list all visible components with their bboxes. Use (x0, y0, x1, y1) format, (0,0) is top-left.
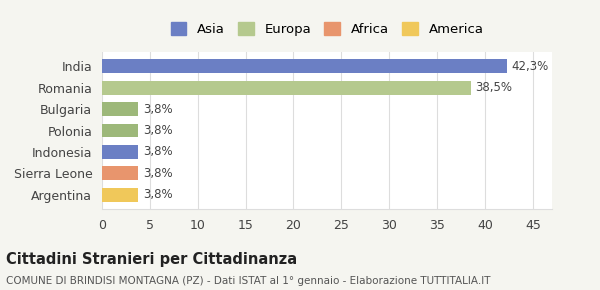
Bar (102, 188, 139, 202)
Text: Cittadini Stranieri per Cittadinanza: Cittadini Stranieri per Cittadinanza (6, 252, 297, 267)
Text: 3,8%: 3,8% (143, 103, 173, 116)
Bar (102, 102, 139, 116)
Bar (102, 81, 470, 95)
Legend: Asia, Europa, Africa, America: Asia, Europa, Africa, America (164, 15, 490, 42)
Text: 3,8%: 3,8% (143, 124, 173, 137)
Text: 3,8%: 3,8% (143, 167, 173, 180)
Text: 42,3%: 42,3% (512, 60, 549, 73)
Bar (102, 145, 139, 159)
Text: 3,8%: 3,8% (143, 145, 173, 158)
Text: 3,8%: 3,8% (143, 188, 173, 201)
Text: 38,5%: 38,5% (475, 81, 512, 94)
Bar (102, 124, 139, 137)
Bar (102, 166, 139, 180)
Text: COMUNE DI BRINDISI MONTAGNA (PZ) - Dati ISTAT al 1° gennaio - Elaborazione TUTTI: COMUNE DI BRINDISI MONTAGNA (PZ) - Dati … (6, 276, 491, 285)
Bar (102, 59, 507, 73)
